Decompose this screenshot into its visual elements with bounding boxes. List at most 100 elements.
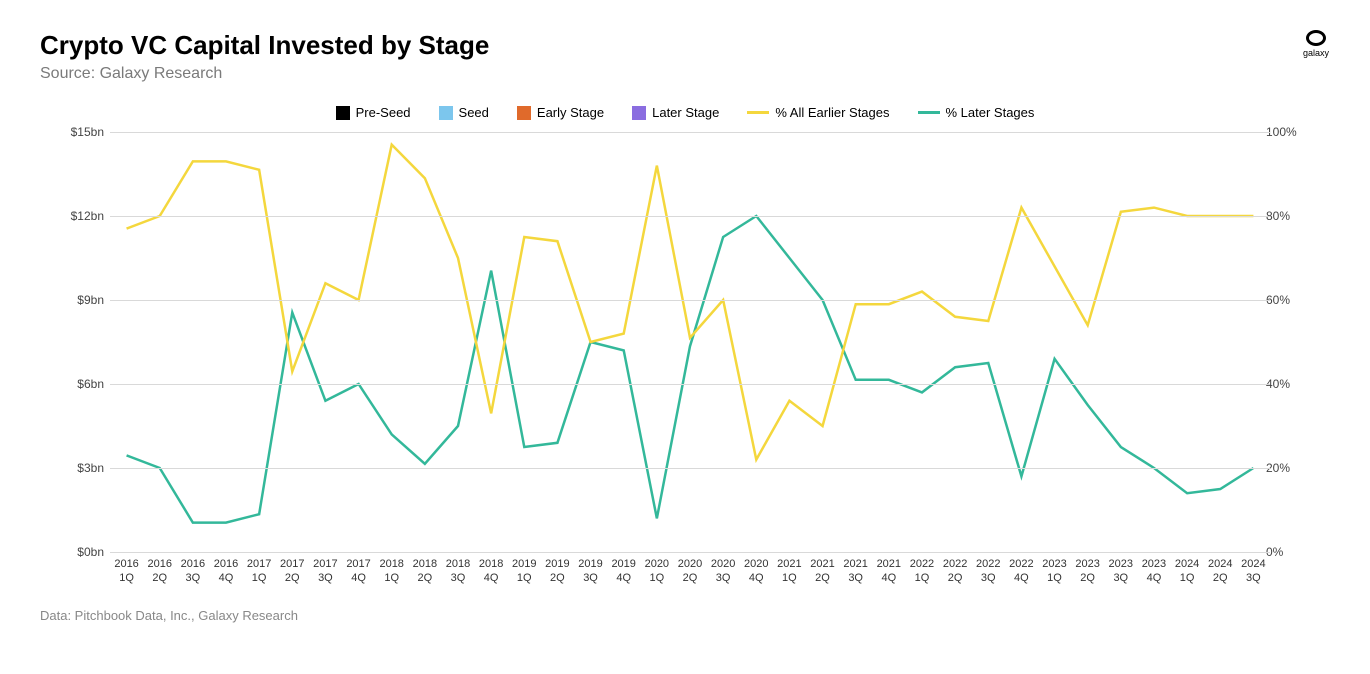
bar-slot — [1077, 132, 1109, 552]
legend-swatch-icon — [517, 106, 531, 120]
x-axis-label: 20242Q — [1204, 552, 1237, 602]
y-left-tick: $15bn — [40, 125, 110, 139]
x-axis-label: 20202Q — [673, 552, 706, 602]
legend-label: Later Stage — [652, 105, 719, 120]
y-right-tick: 100% — [1260, 125, 1330, 139]
grid-line — [110, 468, 1270, 469]
x-axis-label: 20213Q — [839, 552, 872, 602]
legend-swatch-icon — [439, 106, 453, 120]
bar-slot — [883, 132, 915, 552]
legend-label: % All Earlier Stages — [775, 105, 889, 120]
x-axis-label: 20241Q — [1171, 552, 1204, 602]
bar-slot — [400, 132, 432, 552]
bar-slot — [1044, 132, 1076, 552]
x-axis-label: 20173Q — [309, 552, 342, 602]
x-axis-label: 20171Q — [243, 552, 276, 602]
bar-slot — [303, 132, 335, 552]
x-axis-label: 20223Q — [972, 552, 1005, 602]
plot-area — [110, 132, 1270, 552]
legend-item: % All Earlier Stages — [747, 105, 889, 120]
bar-slot — [626, 132, 658, 552]
y-right-tick: 20% — [1260, 461, 1330, 475]
galaxy-logo-icon — [1306, 30, 1326, 46]
y-right-tick: 0% — [1260, 545, 1330, 559]
y-left-tick: $6bn — [40, 377, 110, 391]
bar-slot — [207, 132, 239, 552]
x-axis-label: 20214Q — [872, 552, 905, 602]
x-axis: 20161Q20162Q20163Q20164Q20171Q20172Q2017… — [110, 552, 1270, 602]
legend-swatch-icon — [632, 106, 646, 120]
bar-slot — [368, 132, 400, 552]
x-axis-label: 20191Q — [508, 552, 541, 602]
bar-slot — [787, 132, 819, 552]
chart-legend: Pre-Seed Seed Early Stage Later Stage % All … — [40, 105, 1330, 120]
x-axis-label: 20222Q — [939, 552, 972, 602]
bar-slot — [1109, 132, 1141, 552]
y-axis-left: $0bn$3bn$6bn$9bn$12bn$15bn — [40, 132, 110, 552]
x-axis-label: 20183Q — [441, 552, 474, 602]
chart-header: Crypto VC Capital Invested by Stage Sour… — [40, 30, 1330, 83]
grid-line — [110, 300, 1270, 301]
bar-slot — [980, 132, 1012, 552]
x-axis-label: 20172Q — [276, 552, 309, 602]
x-axis-label: 20181Q — [375, 552, 408, 602]
x-axis-label: 20221Q — [905, 552, 938, 602]
bar-slot — [593, 132, 625, 552]
bar-slot — [271, 132, 303, 552]
bar-slot — [722, 132, 754, 552]
chart-footer: Data: Pitchbook Data, Inc., Galaxy Resea… — [40, 608, 1330, 623]
legend-item: Later Stage — [632, 105, 719, 120]
y-left-tick: $9bn — [40, 293, 110, 307]
galaxy-logo-text: galaxy — [1303, 48, 1329, 58]
legend-item: Early Stage — [517, 105, 604, 120]
legend-label: Seed — [459, 105, 489, 120]
legend-line-icon — [918, 111, 940, 114]
x-axis-label: 20243Q — [1237, 552, 1270, 602]
x-axis-label: 20211Q — [773, 552, 806, 602]
bar-slot — [1141, 132, 1173, 552]
bar-slot — [110, 132, 142, 552]
bar-slot — [561, 132, 593, 552]
x-axis-label: 20194Q — [607, 552, 640, 602]
y-right-tick: 40% — [1260, 377, 1330, 391]
x-axis-label: 20224Q — [1005, 552, 1038, 602]
legend-label: % Later Stages — [946, 105, 1035, 120]
bar-slot — [1205, 132, 1237, 552]
bar-slot — [1238, 132, 1270, 552]
bar-slot — [174, 132, 206, 552]
legend-item: Pre-Seed — [336, 105, 411, 120]
y-left-tick: $3bn — [40, 461, 110, 475]
legend-line-icon — [747, 111, 769, 114]
bar-slot — [658, 132, 690, 552]
bar-slot — [529, 132, 561, 552]
x-axis-label: 20204Q — [740, 552, 773, 602]
bar-slot — [1012, 132, 1044, 552]
x-axis-label: 20234Q — [1137, 552, 1170, 602]
galaxy-logo: galaxy — [1302, 30, 1330, 58]
bar-slot — [819, 132, 851, 552]
bar-slot — [432, 132, 464, 552]
bar-slot — [948, 132, 980, 552]
bar-slot — [690, 132, 722, 552]
x-axis-label: 20232Q — [1071, 552, 1104, 602]
grid-line — [110, 132, 1270, 133]
bars-container — [110, 132, 1270, 552]
bar-slot — [1173, 132, 1205, 552]
y-axis-right: 0%20%40%60%80%100% — [1260, 132, 1330, 552]
bar-slot — [336, 132, 368, 552]
bar-slot — [915, 132, 947, 552]
x-axis-label: 20174Q — [342, 552, 375, 602]
bar-slot — [464, 132, 496, 552]
x-axis-label: 20164Q — [209, 552, 242, 602]
x-axis-label: 20212Q — [806, 552, 839, 602]
chart-subtitle: Source: Galaxy Research — [40, 65, 1330, 83]
x-axis-label: 20182Q — [408, 552, 441, 602]
y-right-tick: 60% — [1260, 293, 1330, 307]
x-axis-label: 20163Q — [176, 552, 209, 602]
chart-title: Crypto VC Capital Invested by Stage — [40, 30, 1330, 61]
legend-label: Early Stage — [537, 105, 604, 120]
y-left-tick: $0bn — [40, 545, 110, 559]
y-right-tick: 80% — [1260, 209, 1330, 223]
x-axis-label: 20233Q — [1104, 552, 1137, 602]
y-left-tick: $12bn — [40, 209, 110, 223]
